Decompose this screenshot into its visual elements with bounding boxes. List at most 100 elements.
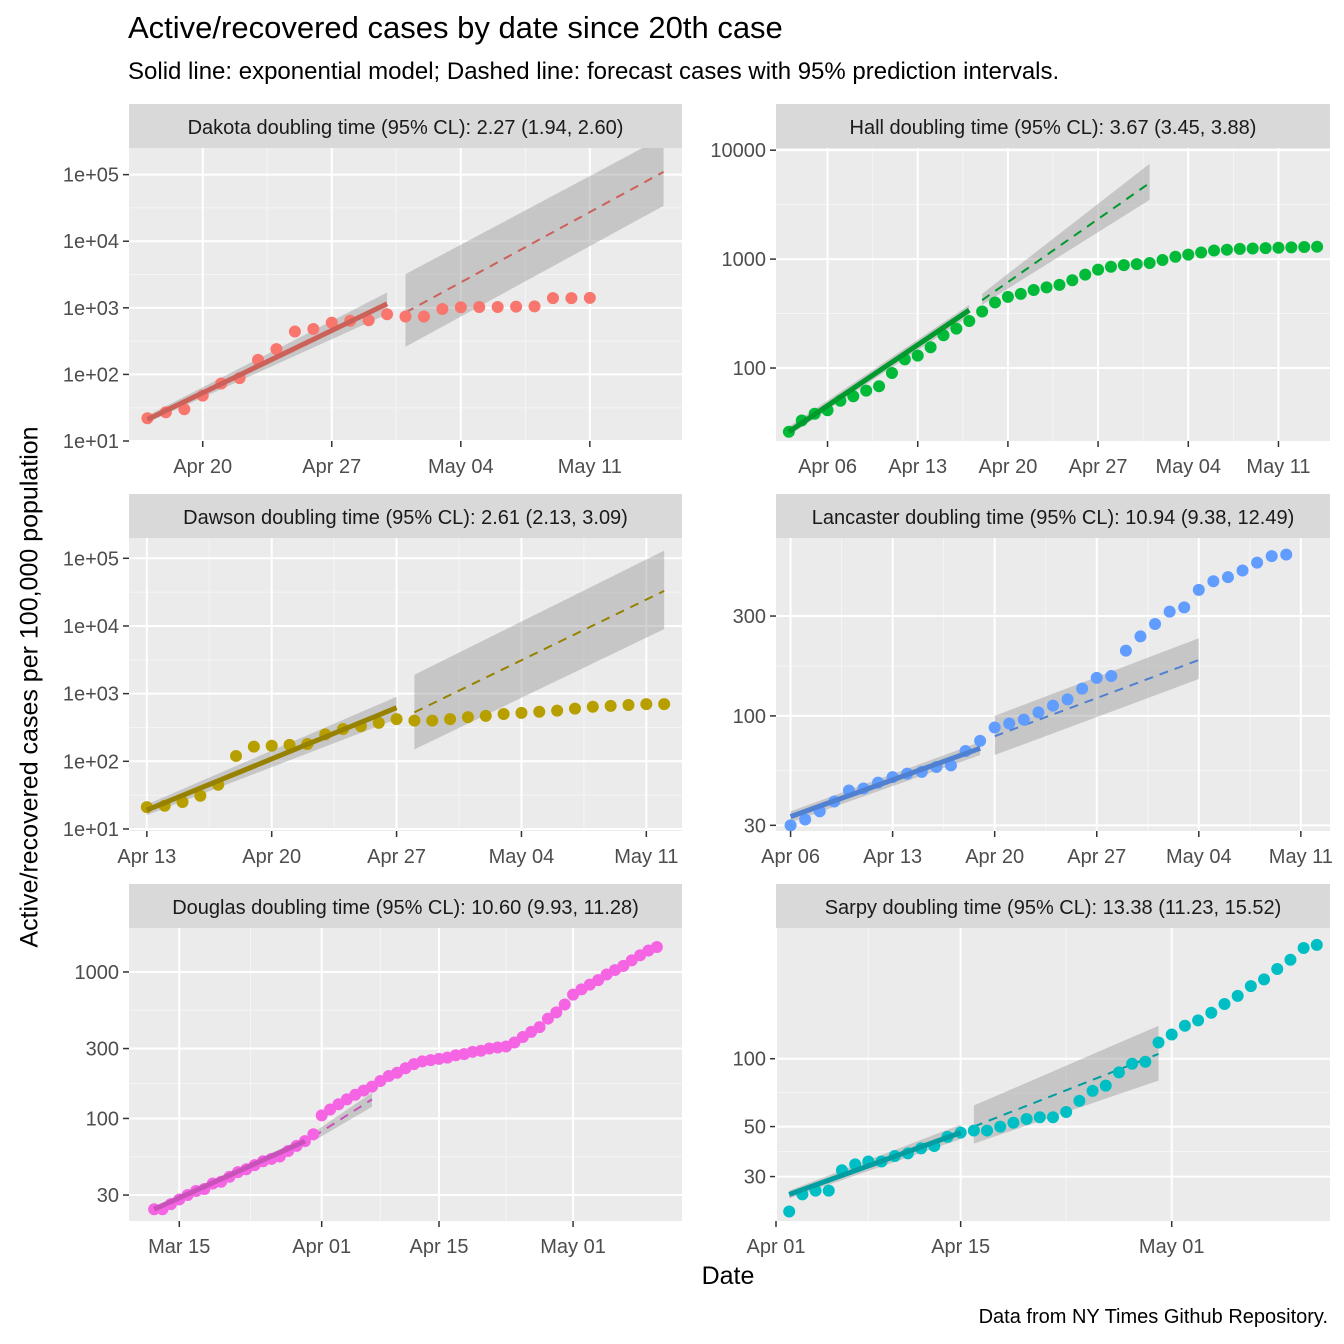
x-tick-label: Apr 20 (978, 456, 1037, 478)
data-point (1126, 1057, 1139, 1070)
y-tick-label: 30 (744, 815, 766, 837)
data-point (963, 315, 976, 328)
data-point (565, 292, 578, 305)
data-point (417, 310, 430, 323)
forecast-line (994, 659, 1200, 738)
data-point (533, 1021, 546, 1034)
x-tick-label: May 04 (428, 456, 494, 478)
data-point (1182, 248, 1195, 261)
fit-line (145, 705, 398, 813)
data-point (1231, 989, 1244, 1002)
data-point (1236, 564, 1249, 577)
y-tick-label: 1e+01 (63, 431, 119, 453)
facet-strip-label: Dawson doubling time (95% CL): 2.61 (2.1… (183, 507, 628, 529)
facet-strip (776, 494, 1330, 538)
data-point (822, 1184, 835, 1197)
data-point (1047, 699, 1059, 712)
data-point (390, 713, 403, 726)
data-point (1163, 605, 1176, 618)
data-point (1246, 242, 1259, 255)
data-point (533, 705, 546, 718)
y-tick-label: 1e+02 (63, 751, 119, 773)
x-tick-label: May 01 (540, 1236, 606, 1258)
data-point (784, 819, 797, 831)
data-point (1001, 290, 1014, 303)
data-point (230, 749, 243, 762)
data-point (1053, 278, 1066, 291)
x-tick-label: Mar 15 (148, 1236, 210, 1258)
data-point (604, 699, 617, 712)
data-point (622, 698, 635, 711)
y-tick-label: 50 (744, 1117, 766, 1139)
data-point (783, 1205, 796, 1218)
y-tick-label: 1e+04 (63, 616, 119, 638)
data-point (981, 1124, 994, 1137)
forecast-prediction-band (414, 550, 665, 750)
fit-line (789, 745, 981, 820)
data-point (307, 323, 320, 336)
data-point (1119, 644, 1132, 657)
forecast-prediction-band (982, 163, 1150, 305)
facet-panel: Dakota doubling time (95% CL): 2.27 (1.9… (63, 104, 682, 478)
data-point (1258, 973, 1271, 986)
data-point (568, 702, 581, 715)
data-point (510, 300, 523, 313)
x-tick-label: May 01 (1139, 1236, 1205, 1258)
panel-marks (141, 148, 665, 425)
data-point (885, 367, 898, 380)
panel-marks (782, 163, 1324, 438)
data-point (541, 1012, 554, 1025)
y-tick-label: 1e+03 (63, 684, 119, 706)
data-point (994, 1120, 1007, 1133)
y-tick-label: 100 (733, 358, 766, 380)
data-point (372, 716, 385, 729)
data-point (1079, 268, 1092, 281)
data-point (1218, 997, 1231, 1010)
data-point (1165, 1028, 1178, 1041)
x-tick-label: Apr 20 (173, 456, 232, 478)
y-tick-label: 1e+05 (63, 165, 119, 187)
x-tick-label: Apr 13 (888, 456, 947, 478)
data-point (586, 700, 599, 713)
data-point (1233, 242, 1246, 255)
forecast-prediction-band (973, 1025, 1159, 1144)
data-point (911, 349, 924, 362)
data-point (1192, 1014, 1205, 1027)
x-tick-label: Apr 15 (410, 1236, 469, 1258)
data-point (1104, 260, 1117, 273)
data-point (860, 384, 873, 397)
data-point (967, 1124, 980, 1137)
data-point (658, 698, 671, 711)
data-point (1105, 670, 1118, 683)
data-point (1040, 281, 1053, 294)
data-point (436, 302, 449, 315)
data-point (558, 998, 571, 1011)
data-point (1152, 1036, 1165, 1049)
fit-line (788, 1130, 962, 1197)
data-point (362, 314, 375, 327)
chart-title: Active/recovered cases by date since 20t… (128, 10, 783, 45)
data-point (1244, 980, 1257, 993)
data-point (1207, 575, 1220, 588)
data-point (461, 711, 474, 724)
y-tick-label: 1e+03 (63, 298, 119, 320)
data-point (950, 322, 963, 335)
facet-strip (129, 494, 682, 538)
panel-background (776, 538, 1330, 831)
x-axis-label: Date (701, 1262, 755, 1290)
data-point (924, 341, 937, 354)
y-tick-label: 100 (733, 1049, 766, 1071)
data-point (270, 343, 283, 356)
facet-strip-label: Sarpy doubling time (95% CL): 13.38 (11.… (825, 897, 1282, 919)
x-tick-label: Apr 01 (292, 1236, 351, 1258)
x-tick-label: Apr 13 (863, 846, 922, 868)
data-point (1271, 963, 1284, 976)
panel-marks (148, 941, 663, 1216)
facet-strip-label: Lancaster doubling time (95% CL): 10.94 … (812, 507, 1295, 529)
y-tick-label: 300 (86, 1039, 119, 1061)
data-point (640, 698, 653, 711)
caption: Data from NY Times Github Repository. (978, 1306, 1328, 1328)
facet-strip (129, 884, 682, 928)
x-tick-label: Apr 06 (798, 456, 857, 478)
